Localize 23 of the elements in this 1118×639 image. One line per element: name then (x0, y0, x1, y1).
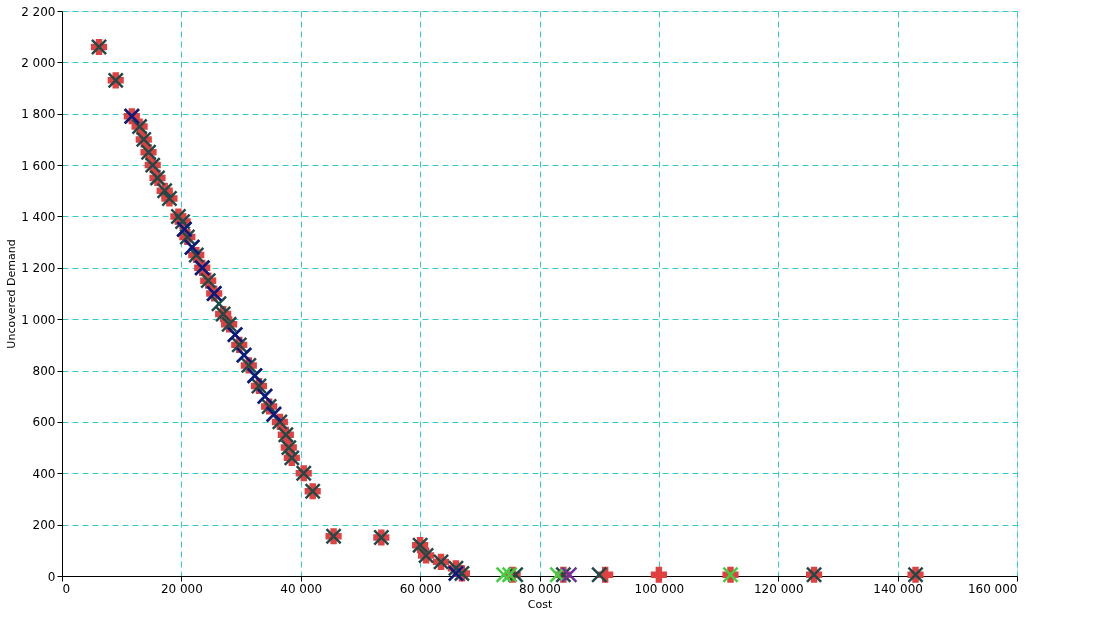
x-tick-label: 60 000 (399, 581, 442, 596)
y-tick-label: 2 000 (21, 55, 56, 70)
y-tick-label: 1 400 (21, 209, 56, 224)
y-tick-label: 800 (32, 364, 56, 379)
x-tick-label: 140 000 (873, 581, 923, 596)
y-tick-label: 1 600 (21, 158, 56, 173)
y-tick-label: 0 (47, 569, 56, 584)
x-tick-label: 0 (62, 581, 71, 596)
x-tick-label: 160 000 (967, 581, 1018, 596)
y-tick-label: 2 200 (21, 4, 56, 19)
x-tick-label: 120 000 (753, 581, 804, 596)
y-tick-label: 1 800 (21, 107, 56, 122)
x-tick-label: 80 000 (519, 581, 561, 596)
x-tick-label: 40 000 (280, 581, 323, 596)
y-tick-label: 400 (32, 466, 56, 481)
y-tick-label: 600 (32, 415, 56, 430)
y-tick-label: 1 000 (21, 312, 56, 327)
x-tick-label: 100 000 (634, 581, 685, 596)
y-tick-label: 200 (32, 518, 56, 533)
y-tick-label: 1 200 (21, 261, 56, 276)
x-axis-title: Cost (527, 597, 553, 611)
x-tick-label: 20 000 (160, 581, 203, 596)
y-axis-title: Uncovered Demand (5, 239, 19, 349)
